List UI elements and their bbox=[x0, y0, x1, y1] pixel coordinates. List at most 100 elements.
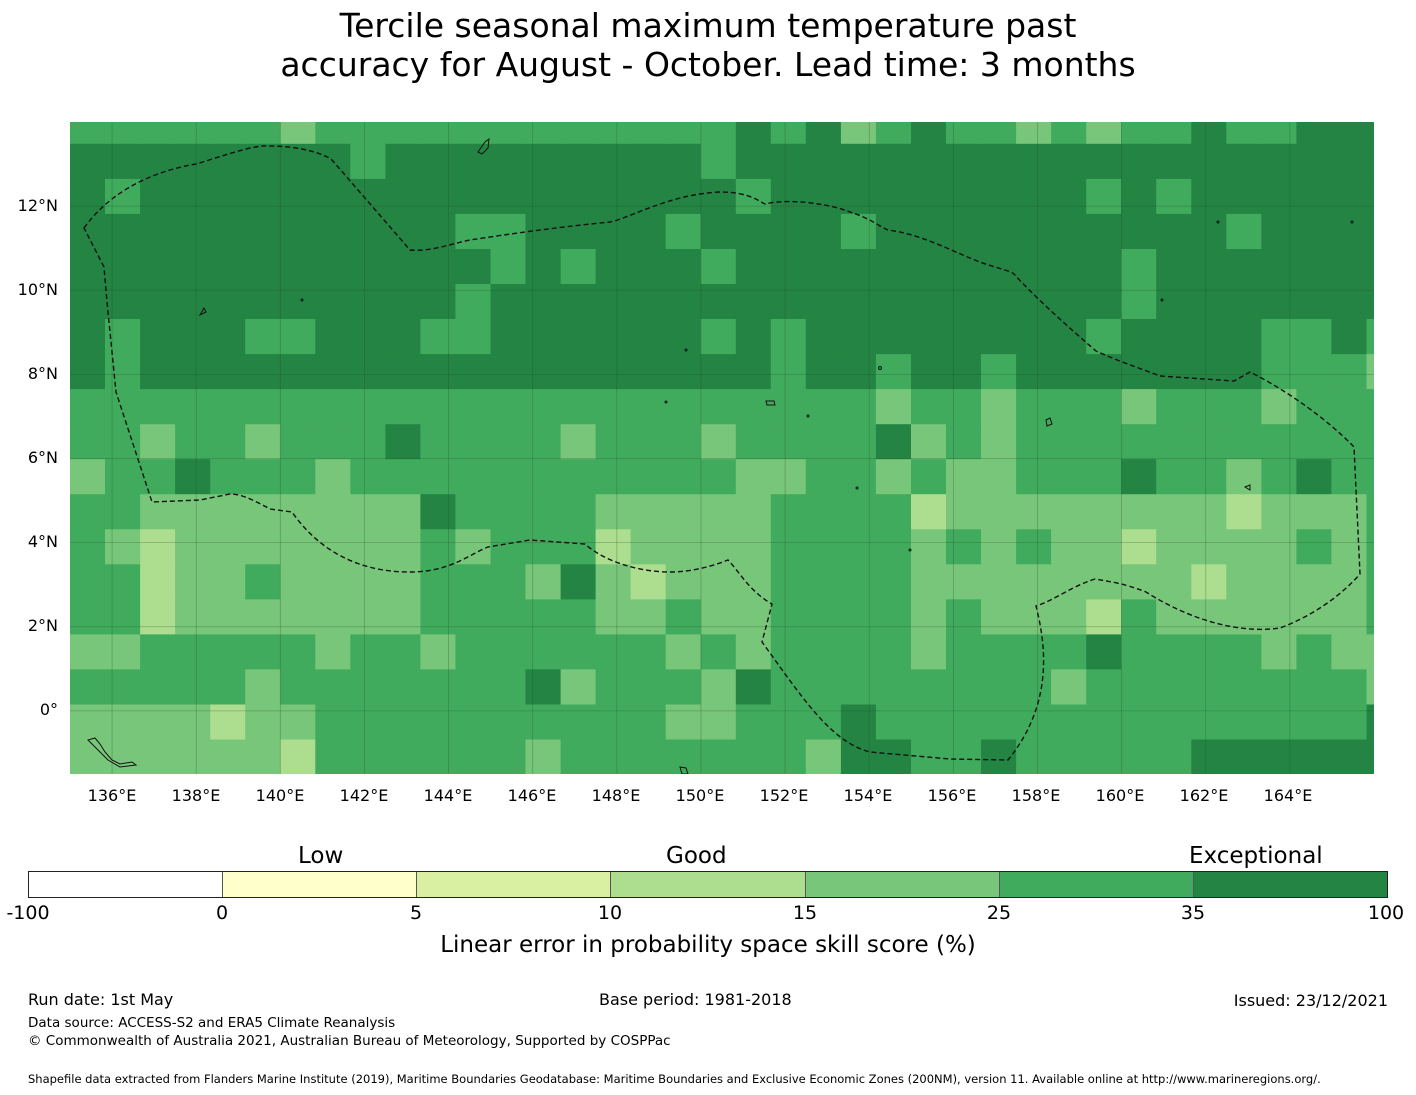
skill-cell bbox=[911, 248, 947, 284]
map-title: Tercile seasonal maximum temperature pas… bbox=[0, 6, 1416, 84]
skill-cell bbox=[1226, 213, 1262, 249]
skill-cell bbox=[105, 283, 141, 319]
skill-cell bbox=[280, 598, 316, 635]
skill-cell bbox=[560, 668, 597, 705]
skill-cell bbox=[1156, 528, 1192, 565]
skill-cell bbox=[420, 458, 456, 495]
skill-cell bbox=[875, 318, 912, 355]
skill-cell bbox=[595, 703, 632, 740]
skill-cell bbox=[770, 668, 807, 705]
skill-cell bbox=[245, 703, 281, 740]
skill-cell bbox=[770, 423, 807, 460]
skill-cell bbox=[981, 213, 1017, 249]
skill-cell bbox=[315, 423, 351, 460]
colorbar-tick: 35 bbox=[1180, 902, 1206, 924]
skill-cell bbox=[840, 353, 877, 390]
skill-cell bbox=[700, 633, 737, 670]
skill-cell bbox=[1331, 633, 1367, 670]
skill-cell bbox=[280, 703, 316, 740]
skill-cell bbox=[525, 563, 562, 600]
skill-cell bbox=[1366, 528, 1374, 565]
skill-cell bbox=[315, 388, 351, 425]
skill-cell bbox=[665, 739, 702, 774]
skill-grid-cells bbox=[70, 122, 1374, 774]
skill-cell bbox=[315, 739, 351, 774]
skill-cell bbox=[210, 388, 246, 425]
skill-cell bbox=[911, 122, 947, 144]
skill-cell bbox=[1366, 493, 1374, 530]
skill-cell bbox=[525, 633, 562, 670]
skill-cell bbox=[70, 703, 106, 740]
skill-cell bbox=[455, 598, 491, 635]
skill-cell bbox=[105, 213, 141, 249]
skill-cell bbox=[1366, 668, 1374, 705]
skill-cell bbox=[630, 122, 667, 144]
skill-cell bbox=[280, 143, 316, 179]
skill-cell bbox=[595, 353, 632, 390]
skill-cell bbox=[1156, 318, 1192, 355]
colorbar-segment bbox=[611, 872, 806, 897]
skill-cell bbox=[280, 423, 316, 460]
lon-label-156e: 156°E bbox=[927, 786, 977, 805]
skill-cell bbox=[140, 598, 176, 635]
skill-cell bbox=[1261, 213, 1297, 249]
skill-cell bbox=[1296, 739, 1332, 774]
skill-cell bbox=[1331, 122, 1367, 144]
run-date: Run date: 1st May bbox=[28, 990, 174, 1009]
skill-cell bbox=[875, 493, 912, 530]
skill-cell bbox=[1331, 213, 1367, 249]
skill-cell bbox=[665, 353, 702, 390]
skill-cell bbox=[735, 458, 772, 495]
skill-cell bbox=[490, 423, 527, 460]
lon-label-136e: 136°E bbox=[87, 786, 137, 805]
skill-cell bbox=[315, 598, 351, 635]
skill-cell bbox=[630, 423, 667, 460]
skill-cell bbox=[245, 633, 281, 670]
title-line-2: accuracy for August - October. Lead time… bbox=[280, 45, 1136, 84]
skill-cell bbox=[525, 353, 562, 390]
skill-cell bbox=[1051, 318, 1087, 355]
skill-cell bbox=[525, 388, 562, 425]
skill-cell bbox=[350, 528, 386, 565]
skill-cell bbox=[595, 563, 632, 600]
skill-cell bbox=[420, 423, 456, 460]
skill-cell bbox=[840, 598, 877, 635]
skill-cell bbox=[700, 318, 737, 355]
skill-cell bbox=[70, 283, 106, 319]
skill-map bbox=[70, 122, 1374, 774]
skill-cell bbox=[981, 122, 1017, 144]
skill-cell bbox=[420, 598, 456, 635]
skill-cell bbox=[1191, 283, 1227, 319]
skill-cell bbox=[1016, 703, 1052, 740]
skill-cell bbox=[735, 213, 772, 249]
skill-cell bbox=[805, 423, 842, 460]
skill-cell bbox=[595, 458, 632, 495]
skill-cell bbox=[245, 353, 281, 390]
skill-cell bbox=[840, 178, 877, 214]
skill-cell bbox=[840, 493, 877, 530]
skill-cell bbox=[140, 739, 176, 774]
skill-cell bbox=[1121, 318, 1157, 355]
skill-cell bbox=[1086, 598, 1122, 635]
skill-cell bbox=[560, 122, 597, 144]
skill-cell bbox=[700, 528, 737, 565]
skill-cell bbox=[630, 318, 667, 355]
skill-cell bbox=[770, 388, 807, 425]
skill-cell bbox=[140, 633, 176, 670]
skill-cell bbox=[210, 633, 246, 670]
skill-cell bbox=[981, 423, 1017, 460]
legend-category-exceptional: Exceptional bbox=[1189, 843, 1323, 869]
skill-cell bbox=[1261, 143, 1297, 179]
skill-cell bbox=[946, 668, 982, 705]
skill-cell bbox=[946, 178, 982, 214]
skill-cell bbox=[525, 493, 562, 530]
skill-cell bbox=[981, 493, 1017, 530]
skill-cell bbox=[560, 493, 597, 530]
skill-cell bbox=[70, 122, 106, 144]
skill-cell bbox=[280, 178, 316, 214]
skill-cell bbox=[595, 633, 632, 670]
skill-cell bbox=[490, 388, 527, 425]
skill-cell bbox=[946, 423, 982, 460]
skill-cell bbox=[770, 598, 807, 635]
skill-cell bbox=[1191, 493, 1227, 530]
